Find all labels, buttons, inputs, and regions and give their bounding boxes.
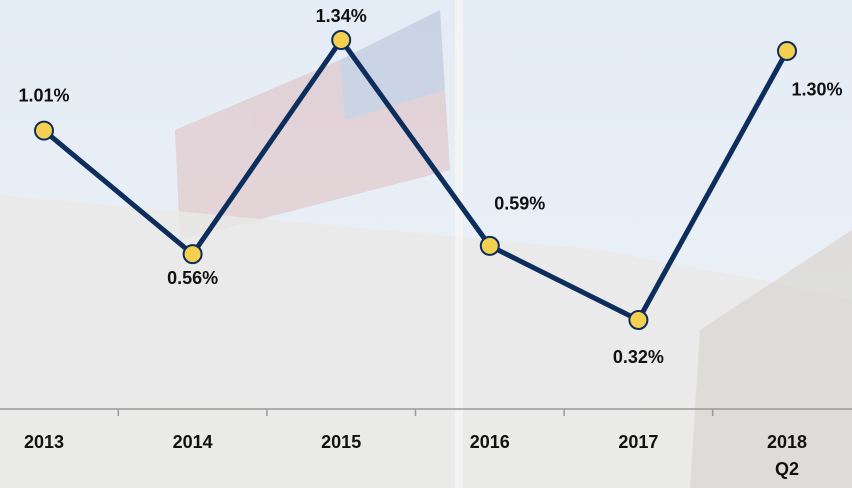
marker xyxy=(331,30,352,50)
building-side xyxy=(690,230,852,488)
x-tick-label: 2015 xyxy=(321,432,362,452)
marker xyxy=(777,40,797,61)
data-label: 0.59% xyxy=(494,194,545,214)
marker xyxy=(182,244,203,265)
data-label: 0.56% xyxy=(167,268,218,288)
data-label: 1.30% xyxy=(791,80,842,100)
data-label: 1.34% xyxy=(316,6,367,26)
line xyxy=(42,37,790,323)
data-label: 1.01% xyxy=(18,85,69,105)
x-tick-label: 2018 Q2 xyxy=(766,432,808,479)
data-label: 0.32% xyxy=(613,347,664,367)
x-tick-label: 2014 xyxy=(172,432,213,452)
marker xyxy=(34,120,54,141)
marker xyxy=(628,310,649,330)
x-tick-label: 2013 xyxy=(23,432,65,452)
building xyxy=(0,195,852,488)
marker xyxy=(479,235,500,256)
flagpole xyxy=(455,0,463,488)
x-tick-label: 2016 xyxy=(469,432,510,452)
x-tick-label: 2017 xyxy=(618,432,659,452)
